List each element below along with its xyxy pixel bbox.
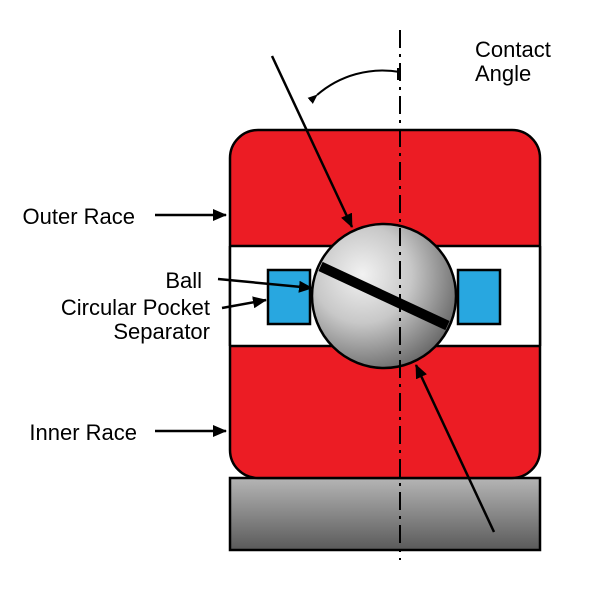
- label-outer-race: Outer Race: [23, 204, 136, 230]
- label-ball: Ball: [165, 268, 202, 294]
- label-contact-angle-text: Contact Angle: [475, 37, 551, 86]
- angle-arc: [317, 70, 400, 95]
- bearing-diagram: Contact Angle Outer Race Ball Circular P…: [0, 0, 600, 600]
- label-separator: Circular Pocket Separator: [61, 296, 210, 344]
- separator-right: [458, 270, 500, 324]
- label-contact-angle: Contact Angle: [475, 38, 551, 86]
- label-separator-text: Circular Pocket Separator: [61, 295, 210, 344]
- separator-left: [268, 270, 310, 324]
- shaft: [230, 478, 540, 550]
- label-inner-race: Inner Race: [29, 420, 137, 446]
- label-outer-race-text: Outer Race: [23, 204, 136, 229]
- label-ball-text: Ball: [165, 268, 202, 293]
- label-inner-race-text: Inner Race: [29, 420, 137, 445]
